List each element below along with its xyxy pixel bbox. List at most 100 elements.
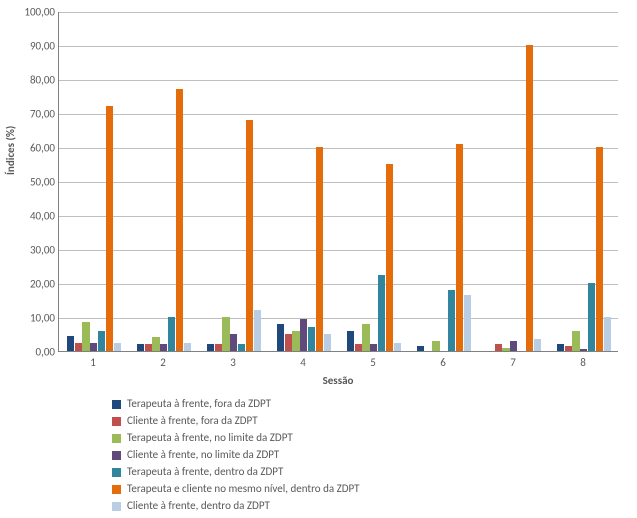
y-tick-label: 40,00 [7,210,55,223]
bar [394,343,401,352]
legend-label: Cliente à frente, fora da ZDPT [127,413,258,429]
x-tick-label: 8 [580,356,586,369]
legend-label: Terapeuta à frente, dentro da ZDPT [127,464,283,480]
bar [137,344,144,351]
grid-line [59,284,618,285]
bar-chart: Índices (%) Sessão Terapeuta à frente, f… [0,0,637,518]
bar [106,106,113,351]
bar [82,322,89,351]
legend-label: Terapeuta e cliente no mesmo nível, dent… [127,481,360,497]
grid-line [59,12,618,13]
bar [277,324,284,351]
legend-label: Terapeuta à frente, no limite da ZDPT [127,430,293,446]
bar [324,334,331,351]
bar [254,310,261,351]
legend-swatch [112,400,121,409]
bar [238,344,245,351]
legend-swatch [112,485,121,494]
bar [160,344,167,351]
bar [114,343,121,352]
legend-swatch [112,468,121,477]
legend-label: Terapeuta à frente, fora da ZDPT [127,396,271,412]
bar [510,341,517,351]
y-tick-label: 20,00 [7,278,55,291]
legend-item: Terapeuta à frente, dentro da ZDPT [112,464,360,480]
bar [90,343,97,352]
bar [502,348,509,351]
legend: Terapeuta à frente, fora da ZDPTCliente … [112,396,360,515]
bar [565,346,572,351]
bar [316,147,323,351]
legend-swatch [112,417,121,426]
grid-line [59,182,618,183]
bar [285,334,292,351]
bar [230,334,237,351]
x-tick-label: 4 [300,356,306,369]
bar [98,331,105,351]
y-tick-label: 60,00 [7,142,55,155]
bar [215,344,222,351]
bar [292,331,299,351]
grid-line [59,250,618,251]
bar [207,344,214,351]
legend-item: Cliente à frente, dentro da ZDPT [112,498,360,514]
bar [176,89,183,351]
bar [355,344,362,351]
bar [557,344,564,351]
legend-label: Cliente à frente, no limite da ZDPT [127,447,279,463]
legend-item: Cliente à frente, fora da ZDPT [112,413,360,429]
y-tick-label: 90,00 [7,40,55,53]
legend-item: Terapeuta à frente, fora da ZDPT [112,396,360,412]
bar [495,344,502,351]
x-tick-label: 2 [160,356,166,369]
bar [526,45,533,351]
y-tick-label: 50,00 [7,176,55,189]
grid-line [59,80,618,81]
y-tick-label: 100,00 [7,6,55,19]
y-tick-label: 70,00 [7,108,55,121]
bar [448,290,455,351]
bar [246,120,253,351]
y-tick-label: 10,00 [7,312,55,325]
bar [184,343,191,352]
bar [456,144,463,351]
bar [432,341,439,351]
legend-swatch [112,502,121,511]
bar [588,283,595,351]
bar [572,331,579,351]
grid-line [59,318,618,319]
bar [152,337,159,351]
legend-item: Terapeuta e cliente no mesmo nível, dent… [112,481,360,497]
grid-line [59,216,618,217]
bar [417,346,424,351]
bar [168,317,175,351]
plot-area [58,12,618,352]
x-axis-label: Sessão [58,374,618,387]
legend-item: Cliente à frente, no limite da ZDPT [112,447,360,463]
grid-line [59,114,618,115]
legend-label: Cliente à frente, dentro da ZDPT [127,498,270,514]
bar [370,344,377,351]
grid-line [59,148,618,149]
y-tick-label: 80,00 [7,74,55,87]
bar [580,349,587,351]
x-tick-label: 5 [370,356,376,369]
grid-line [59,46,618,47]
bar [67,336,74,351]
bar [145,344,152,351]
bar [308,327,315,351]
bar [596,147,603,351]
bar [75,343,82,352]
y-tick-label: 30,00 [7,244,55,257]
bar [222,317,229,351]
x-tick-label: 7 [510,356,516,369]
legend-item: Terapeuta à frente, no limite da ZDPT [112,430,360,446]
bar [604,317,611,351]
x-tick-label: 3 [230,356,236,369]
bar [300,319,307,351]
bar [378,275,385,352]
bar [534,339,541,351]
legend-swatch [112,434,121,443]
bar [347,331,354,351]
y-tick-label: 0,00 [7,346,55,359]
